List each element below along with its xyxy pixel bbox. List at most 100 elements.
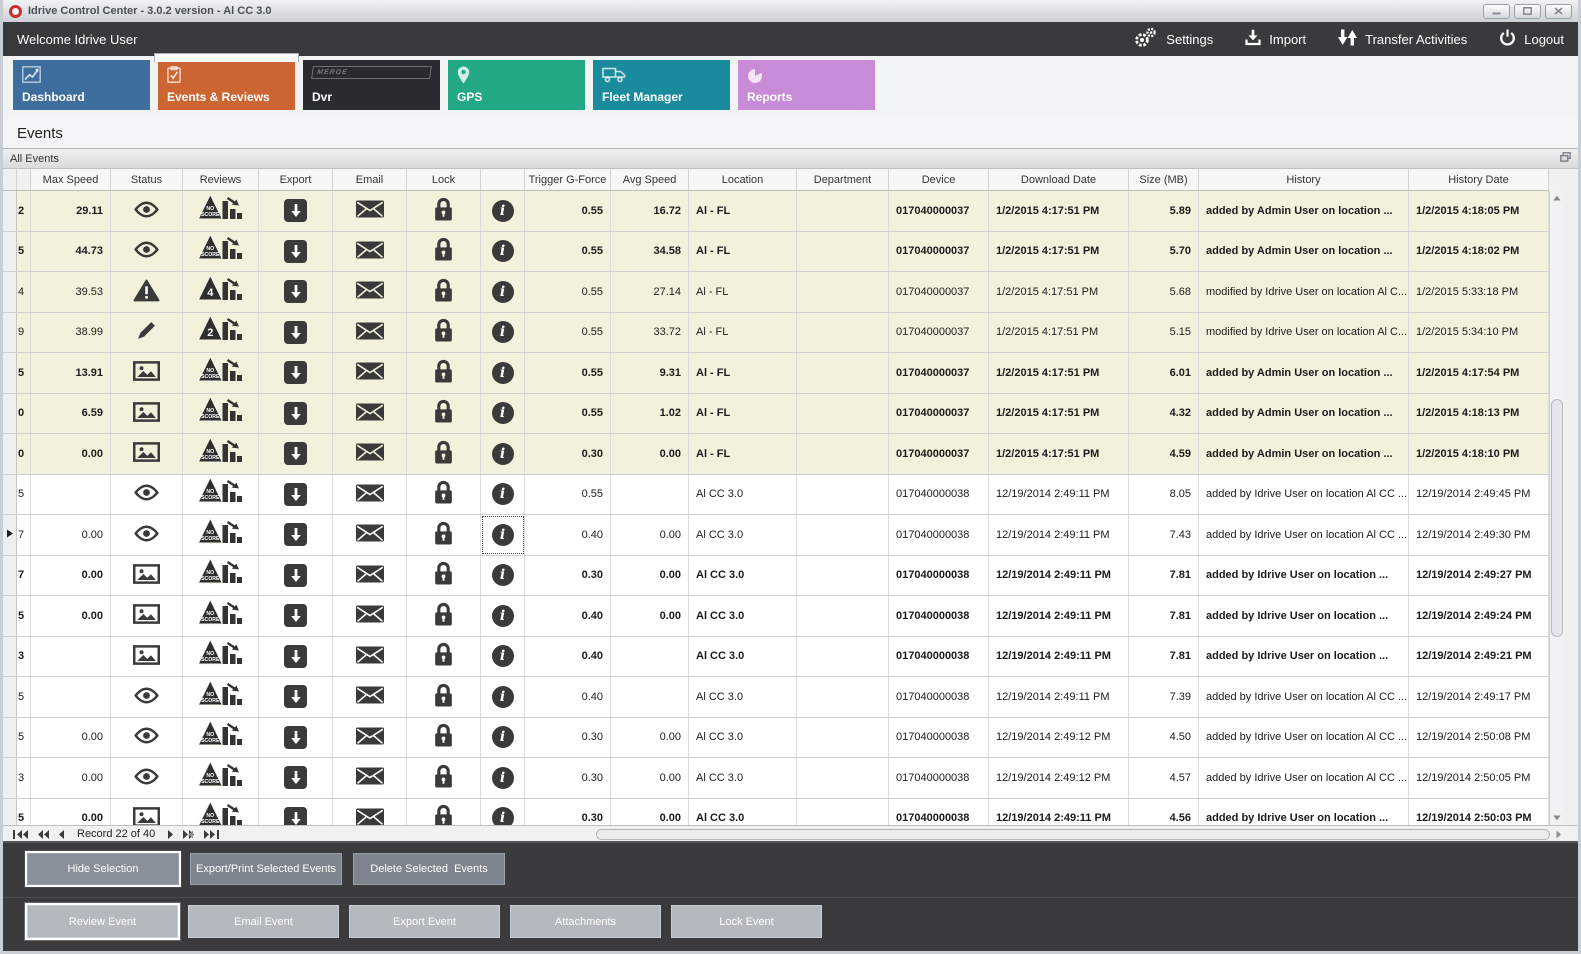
table-row[interactable]: 7 0.00 NO SCORE i 0.40 0.00 Al CC 3.0 0170400000… [3, 515, 1549, 556]
prev-record-button[interactable] [58, 829, 65, 839]
info-cell[interactable]: i [481, 272, 525, 312]
info-icon[interactable]: i [491, 321, 514, 344]
lock-cell[interactable] [407, 393, 481, 433]
lock-icon[interactable] [433, 278, 454, 306]
info-cell[interactable]: i [481, 312, 525, 352]
horizontal-scrollbar[interactable] [188, 828, 1570, 841]
logout-button[interactable]: Logout [1499, 29, 1564, 49]
review-cell[interactable]: 4 [183, 272, 259, 312]
email-envelope-icon[interactable] [355, 322, 384, 343]
info-icon[interactable]: i [491, 240, 514, 263]
export-cell[interactable] [259, 231, 333, 271]
review-score-icon[interactable]: NO SCORE [197, 395, 243, 431]
lock-icon[interactable] [433, 642, 454, 670]
status-cell[interactable] [111, 272, 183, 312]
status-cell[interactable] [111, 312, 183, 352]
export-cell[interactable] [259, 191, 333, 231]
email-cell[interactable] [333, 555, 407, 595]
lock-cell[interactable] [407, 798, 481, 825]
status-cell[interactable] [111, 677, 183, 717]
review-score-icon[interactable]: NO SCORE [197, 436, 243, 472]
review-cell[interactable]: NO SCORE [183, 636, 259, 676]
email-cell[interactable] [333, 798, 407, 825]
lock-cell[interactable] [407, 636, 481, 676]
review-cell[interactable]: NO SCORE [183, 474, 259, 514]
column-header-download-date[interactable]: Download Date [989, 169, 1129, 190]
tab-gps[interactable]: GPS [448, 60, 585, 110]
tab-dashboard[interactable]: Dashboard [13, 60, 150, 110]
export-cell[interactable] [259, 515, 333, 555]
eye-icon[interactable] [133, 241, 160, 261]
column-header-history-date[interactable]: History Date [1409, 169, 1549, 190]
lock-cell[interactable] [407, 758, 481, 798]
table-row[interactable]: 5 NO SCORE i 0.40 Al CC 3.0 017040000038 12/19/… [3, 677, 1549, 718]
info-icon[interactable]: i [491, 766, 514, 789]
export-download-icon[interactable] [284, 239, 307, 263]
review-cell[interactable]: NO SCORE [183, 758, 259, 798]
lock-cell[interactable] [407, 515, 481, 555]
table-row[interactable]: 0 6.59 NO SCORE i 0.55 1.02 Al - FL 017040000037… [3, 393, 1549, 434]
eye-icon[interactable] [133, 768, 160, 788]
export-cell[interactable] [259, 555, 333, 595]
review-cell[interactable]: NO SCORE [183, 798, 259, 825]
column-header-size-mb-[interactable]: Size (MB) [1129, 169, 1199, 190]
export-cell[interactable] [259, 393, 333, 433]
export-cell[interactable] [259, 636, 333, 676]
lock-cell[interactable] [407, 231, 481, 271]
eye-icon[interactable] [133, 525, 160, 545]
email-cell[interactable] [333, 231, 407, 271]
email-envelope-icon[interactable] [355, 241, 384, 262]
review-score-icon[interactable]: NO SCORE [197, 557, 243, 593]
status-cell[interactable] [111, 434, 183, 474]
status-cell[interactable] [111, 717, 183, 757]
table-row[interactable]: 4 39.53 4 i 0.55 27.14 Al - FL 017040000037 1/2/… [3, 272, 1549, 313]
column-header-email[interactable]: Email [333, 169, 407, 190]
review-cell[interactable]: NO SCORE [183, 677, 259, 717]
review-score-icon[interactable]: NO SCORE [197, 517, 243, 553]
info-cell[interactable]: i [481, 353, 525, 393]
lock-icon[interactable] [433, 440, 454, 468]
review-score-icon[interactable]: NO SCORE [197, 598, 243, 634]
email-envelope-icon[interactable] [355, 362, 384, 383]
review-score-icon[interactable]: NO SCORE [198, 800, 243, 825]
export-download-icon[interactable] [284, 482, 307, 506]
info-cell[interactable]: i [481, 474, 525, 514]
email-envelope-icon[interactable] [355, 403, 384, 424]
export-download-icon[interactable] [284, 685, 307, 709]
review-event-button[interactable]: Review Event [27, 905, 178, 938]
export-download-icon[interactable] [284, 766, 307, 790]
lock-icon[interactable] [433, 764, 454, 792]
lock-icon[interactable] [433, 197, 454, 225]
info-cell[interactable]: i [481, 231, 525, 271]
info-icon[interactable]: i [491, 402, 514, 425]
export-cell[interactable] [259, 758, 333, 798]
picture-icon[interactable] [133, 806, 161, 825]
info-cell[interactable]: i [481, 798, 525, 825]
email-envelope-icon[interactable] [355, 605, 384, 626]
email-envelope-icon[interactable] [355, 767, 384, 788]
lock-cell[interactable] [407, 191, 481, 231]
status-cell[interactable] [111, 758, 183, 798]
review-score-icon[interactable]: NO SCORE [197, 719, 243, 755]
settings-button[interactable]: Settings [1132, 27, 1213, 52]
scroll-up-icon[interactable] [1550, 191, 1564, 205]
review-cell[interactable]: NO SCORE [183, 191, 259, 231]
email-cell[interactable] [333, 596, 407, 636]
delete-selected-events-button[interactable]: Delete Selected Events [353, 853, 505, 885]
lock-icon[interactable] [433, 521, 454, 549]
lock-event-button[interactable]: Lock Event [671, 905, 822, 938]
column-header-history[interactable]: History [1199, 169, 1409, 190]
lock-icon[interactable] [433, 723, 454, 751]
column-header-department[interactable]: Department [797, 169, 889, 190]
status-cell[interactable] [111, 636, 183, 676]
column-header-status[interactable]: Status [111, 169, 183, 190]
info-cell[interactable]: i [481, 515, 525, 555]
tab-events-reviews[interactable]: Events & Reviews [154, 53, 299, 110]
picture-icon[interactable] [133, 563, 161, 587]
tab-dvr[interactable]: MERGE Dvr [303, 60, 440, 110]
email-cell[interactable] [333, 758, 407, 798]
email-cell[interactable] [333, 312, 407, 352]
lock-icon[interactable] [433, 561, 454, 589]
export-cell[interactable] [259, 596, 333, 636]
info-icon[interactable]: i [491, 807, 514, 825]
